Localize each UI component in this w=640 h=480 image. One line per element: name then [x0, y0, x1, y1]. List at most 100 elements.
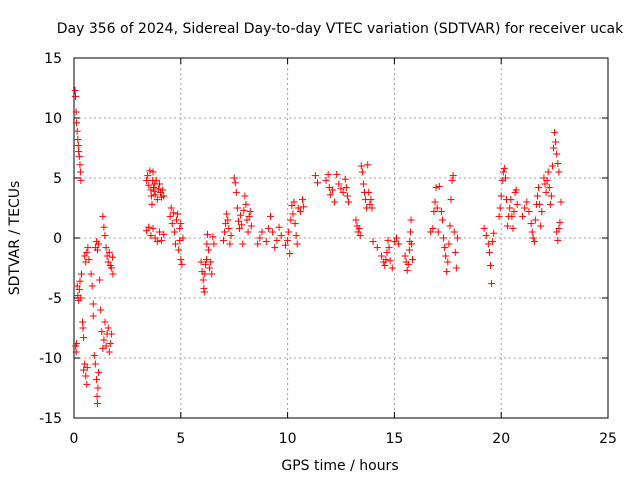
data-point-marker [536, 200, 544, 208]
data-point-marker [226, 240, 234, 248]
data-point-marker [79, 324, 87, 332]
data-point-marker [176, 224, 184, 232]
data-point-marker [339, 188, 347, 196]
data-point-marker [264, 224, 272, 232]
data-point-marker [88, 282, 96, 290]
data-point-marker [504, 222, 512, 230]
data-point-marker [545, 184, 553, 192]
data-point-marker [382, 256, 390, 264]
data-point-marker [91, 360, 99, 368]
data-point-marker [145, 181, 153, 189]
data-point-marker [166, 212, 174, 220]
data-point-marker [407, 216, 415, 224]
data-point-marker [441, 244, 449, 252]
data-point-marker [556, 218, 564, 226]
data-point-marker [287, 216, 295, 224]
data-point-marker [444, 258, 452, 266]
data-point-marker [144, 172, 152, 180]
data-point-marker [437, 208, 445, 216]
data-point-marker [501, 174, 509, 182]
data-point-marker [393, 234, 401, 242]
data-point-marker [541, 180, 549, 188]
data-point-marker [93, 392, 101, 400]
data-point-marker [269, 228, 277, 236]
data-point-marker [554, 236, 562, 244]
data-point-marker [237, 211, 245, 219]
data-point-marker [206, 264, 214, 272]
data-point-marker [77, 176, 85, 184]
data-point-marker [106, 340, 114, 348]
data-point-marker [552, 138, 560, 146]
data-point-marker [291, 220, 299, 228]
data-points [71, 86, 565, 408]
data-point-marker [355, 224, 363, 232]
data-point-marker [290, 198, 298, 206]
x-tick-label: 0 [70, 431, 79, 447]
data-point-marker [108, 253, 116, 261]
data-point-marker [546, 200, 554, 208]
data-point-marker [285, 228, 293, 236]
data-point-marker [288, 202, 296, 210]
data-point-marker [149, 224, 157, 232]
data-point-marker [160, 230, 168, 238]
data-point-marker [75, 152, 83, 160]
data-point-marker [149, 184, 157, 192]
data-point-marker [107, 330, 115, 338]
data-point-marker [294, 204, 302, 212]
data-point-marker [496, 204, 504, 212]
data-point-marker [177, 220, 185, 228]
data-point-marker [145, 223, 153, 231]
data-point-marker [167, 204, 175, 212]
data-point-marker [438, 216, 446, 224]
data-point-marker [488, 280, 496, 288]
data-point-marker [395, 240, 403, 248]
data-point-marker [489, 238, 497, 246]
data-point-marker [495, 212, 503, 220]
data-point-marker [83, 248, 91, 256]
data-point-marker [171, 240, 179, 248]
data-point-marker [143, 227, 151, 235]
data-point-marker [81, 252, 89, 260]
data-point-marker [523, 198, 531, 206]
data-point-marker [344, 198, 352, 206]
data-point-marker [519, 212, 527, 220]
data-point-marker [89, 300, 97, 308]
y-tick-label: 10 [44, 111, 62, 127]
data-point-marker [451, 248, 459, 256]
data-point-marker [233, 204, 241, 212]
data-point-marker [89, 312, 97, 320]
data-point-marker [403, 266, 411, 274]
data-point-marker [289, 210, 297, 218]
data-point-marker [244, 228, 252, 236]
data-point-marker [406, 228, 414, 236]
data-point-marker [158, 236, 166, 244]
data-point-marker [201, 260, 209, 268]
data-point-marker [71, 92, 79, 100]
data-point-marker [357, 162, 365, 170]
data-point-marker [102, 342, 110, 350]
data-point-marker [405, 246, 413, 254]
data-point-marker [84, 244, 92, 252]
data-point-marker [73, 282, 81, 290]
data-point-marker [256, 234, 264, 242]
data-point-marker [146, 167, 154, 175]
data-point-marker [85, 256, 93, 264]
data-point-marker [92, 376, 100, 384]
data-point-marker [262, 238, 270, 246]
data-point-marker [154, 185, 162, 193]
data-point-marker [246, 208, 254, 216]
data-point-marker [482, 232, 490, 240]
data-point-marker [102, 244, 110, 252]
data-point-marker [281, 241, 289, 249]
data-point-marker [381, 262, 389, 270]
data-point-marker [324, 170, 332, 178]
data-point-marker [77, 270, 85, 278]
data-point-marker [385, 244, 393, 252]
data-point-marker [173, 216, 181, 224]
data-point-marker [383, 248, 391, 256]
data-point-marker [342, 184, 350, 192]
data-point-marker [242, 200, 250, 208]
data-point-marker [210, 240, 218, 248]
data-point-marker [169, 209, 177, 217]
data-point-marker [105, 248, 113, 256]
